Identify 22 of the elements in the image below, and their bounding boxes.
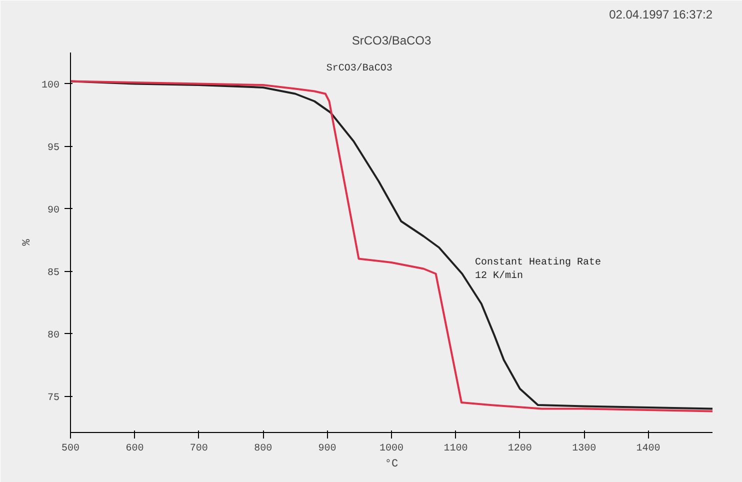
x-tick-label: 700 <box>190 444 208 454</box>
x-tick-label: 800 <box>254 444 272 454</box>
chart-title: SrCO3/BaCO3 <box>352 34 432 48</box>
text: SrCO3/BaCO3 <box>326 62 392 74</box>
y-tick-label: 85 <box>48 268 60 279</box>
x-tick-label: 1100 <box>444 444 468 454</box>
y-tick-label: 95 <box>48 142 60 154</box>
x-tick-label: 1300 <box>572 444 596 454</box>
x-tick-label: 500 <box>62 444 80 454</box>
y-tick-label: 90 <box>48 205 60 216</box>
x-tick-label: 900 <box>318 444 336 454</box>
text: 02.04.1997 16:37:2 <box>609 8 713 22</box>
y-tick-label: 80 <box>48 330 60 342</box>
x-tick-label: 600 <box>126 444 144 454</box>
y-tick-label: 100 <box>41 80 60 92</box>
y-axis-title: % <box>21 238 34 246</box>
x-tick-label: 1200 <box>508 444 532 454</box>
x-tick-label: 1000 <box>380 444 404 454</box>
y-tick-label: 75 <box>48 392 60 404</box>
x-axis-title: °C <box>384 458 398 470</box>
annotation: Constant Heating Rate 12 K/min <box>474 256 601 282</box>
x-tick-label: 1400 <box>636 444 660 454</box>
